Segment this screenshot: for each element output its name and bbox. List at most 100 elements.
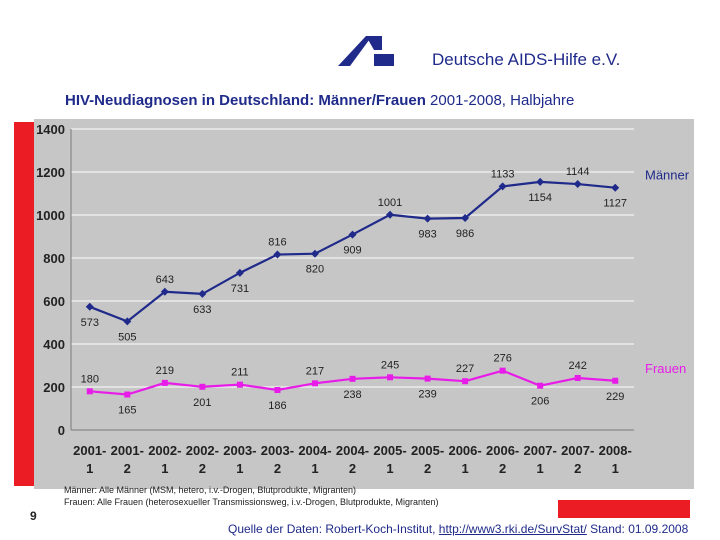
y-tick-label: 200 <box>43 380 65 395</box>
x-tick-label-year: 2008- <box>599 443 632 458</box>
x-tick-label-year: 2006- <box>448 443 481 458</box>
data-point-men <box>198 289 207 298</box>
x-tick-label-year: 2003- <box>261 443 294 458</box>
x-tick-label-half: 2 <box>274 461 281 476</box>
data-point-women <box>236 381 243 388</box>
note-women: Frauen: Alle Frauen (heterosexueller Tra… <box>64 497 439 507</box>
data-point-men <box>310 249 319 258</box>
y-tick-label: 0 <box>58 423 65 438</box>
legend-label-women: Frauen <box>645 361 686 376</box>
data-label-men: 1133 <box>491 168 515 180</box>
decorative-red-bar-left <box>14 122 34 486</box>
data-point-men <box>386 210 395 219</box>
data-label-men: 573 <box>81 317 99 329</box>
data-point-men <box>123 317 132 326</box>
data-point-men <box>423 214 432 223</box>
decorative-red-bar-right <box>558 500 690 518</box>
y-tick-label: 1200 <box>36 165 65 180</box>
x-tick-label-year: 2003- <box>223 443 256 458</box>
legend-label-men: Männer <box>645 168 690 183</box>
data-point-men <box>160 287 169 296</box>
data-point-women <box>537 382 544 389</box>
data-label-women: 211 <box>231 367 249 379</box>
x-tick-label-half: 1 <box>537 461 544 476</box>
line-chart: 0 200 400 600 800 1000 1200 1400 2001- 1 2001- 2 200… <box>34 119 694 489</box>
x-tick-label-half: 1 <box>461 461 468 476</box>
data-label-men: 909 <box>343 245 361 257</box>
y-tick-label: 600 <box>43 294 65 309</box>
data-label-women: 186 <box>268 400 286 412</box>
data-label-women: 219 <box>156 365 174 377</box>
data-label-men: 1127 <box>603 198 627 210</box>
y-tick-label: 1400 <box>36 122 65 137</box>
x-tick-label-half: 1 <box>612 461 619 476</box>
data-label-women: 180 <box>81 373 99 385</box>
data-label-women: 239 <box>418 389 436 401</box>
data-point-women <box>311 380 318 387</box>
data-point-women <box>86 388 93 395</box>
data-point-women <box>462 378 469 385</box>
source-link[interactable]: http://www3.rki.de/SurvStat/ <box>438 522 587 536</box>
dah-logo-icon <box>338 36 394 66</box>
x-tick-label-year: 2002- <box>148 443 181 458</box>
x-tick-label-half: 2 <box>349 461 356 476</box>
x-tick-label-year: 2005- <box>373 443 406 458</box>
note-men: Männer: Alle Männer (MSM, hetero, i.v.-D… <box>64 485 356 495</box>
x-tick-label-year: 2006- <box>486 443 519 458</box>
data-label-women: 276 <box>493 353 511 365</box>
x-tick-label-year: 2007- <box>561 443 594 458</box>
x-tick-label-year: 2004- <box>336 443 369 458</box>
x-tick-label-half: 1 <box>386 461 393 476</box>
data-point-men <box>498 182 507 191</box>
x-tick-label-year: 2007- <box>524 443 557 458</box>
data-point-men <box>85 302 94 311</box>
data-point-women <box>161 379 168 386</box>
data-label-women: 201 <box>193 397 211 409</box>
data-label-women: 165 <box>118 405 136 417</box>
x-tick-label-half: 2 <box>124 461 131 476</box>
data-label-men: 1144 <box>566 166 590 178</box>
footnotes: Männer: Alle Männer (MSM, hetero, i.v.-D… <box>64 484 439 508</box>
data-point-women <box>199 383 206 390</box>
x-tick-label-half: 1 <box>236 461 243 476</box>
data-label-women: 229 <box>606 391 624 403</box>
data-label-men: 820 <box>306 264 324 276</box>
x-tick-label-half: 2 <box>199 461 206 476</box>
data-label-men: 505 <box>118 331 136 343</box>
page-number: 9 <box>30 509 37 523</box>
data-point-women <box>274 387 281 394</box>
source-line: Quelle der Daten: Robert-Koch-Institut, … <box>228 522 688 536</box>
data-point-men <box>461 214 470 223</box>
y-tick-label: 400 <box>43 337 65 352</box>
y-tick-label: 800 <box>43 251 65 266</box>
data-label-women: 217 <box>306 365 324 377</box>
page-title: HIV-Neudiagnosen in Deutschland: Männer/… <box>65 92 574 109</box>
source-prefix: Quelle der Daten: Robert-Koch-Institut, <box>228 522 439 536</box>
data-label-men: 633 <box>193 304 211 316</box>
data-point-women <box>124 391 131 398</box>
data-label-women: 206 <box>531 396 549 408</box>
data-label-men: 1154 <box>528 192 552 204</box>
data-label-men: 1001 <box>378 197 402 209</box>
data-point-men <box>273 250 282 259</box>
data-point-women <box>349 375 356 382</box>
data-point-women <box>574 374 581 381</box>
x-tick-label-half: 1 <box>86 461 93 476</box>
source-date: Stand: 01.09.2008 <box>586 522 689 536</box>
data-label-men: 986 <box>456 228 474 240</box>
x-tick-label-year: 2002- <box>186 443 219 458</box>
data-point-men <box>348 230 357 239</box>
data-label-women: 238 <box>343 389 361 401</box>
x-tick-label-half: 2 <box>424 461 431 476</box>
title-subtitle: 2001-2008, Halbjahre <box>425 92 575 109</box>
data-point-women <box>612 377 619 384</box>
data-point-women <box>424 375 431 382</box>
x-tick-label-half: 1 <box>161 461 168 476</box>
chart-background <box>34 119 694 489</box>
organization-name: Deutsche AIDS-Hilfe e.V. <box>432 50 621 69</box>
data-point-men <box>611 183 620 192</box>
data-point-women <box>387 374 394 381</box>
x-tick-label-year: 2004- <box>298 443 331 458</box>
x-tick-label-half: 2 <box>499 461 506 476</box>
data-label-men: 816 <box>268 237 286 249</box>
